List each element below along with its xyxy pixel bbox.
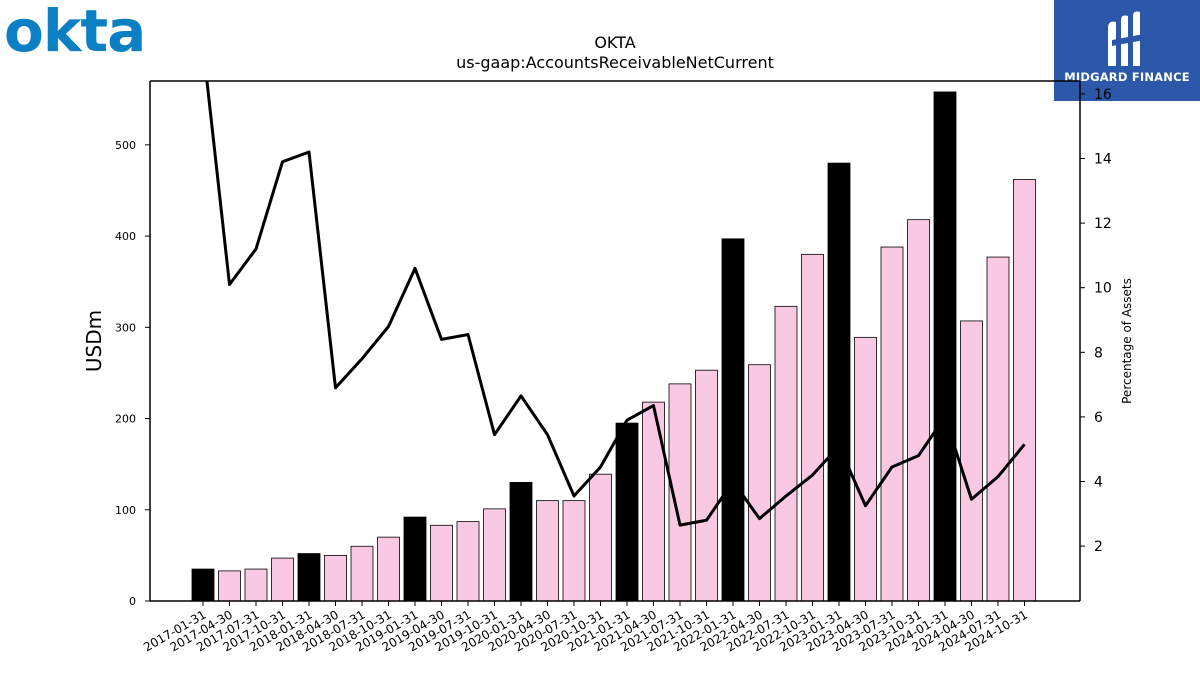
bar-2018-01-31 <box>297 553 321 602</box>
bar-2019-10-31 <box>483 508 506 602</box>
bar-2024-04-30 <box>960 320 983 602</box>
bar-2020-10-31 <box>589 473 612 602</box>
bar-2018-07-31 <box>350 545 374 602</box>
bar-2020-04-30 <box>536 500 559 602</box>
bar-2017-01-31 <box>191 568 215 602</box>
bar-2020-07-31 <box>562 500 586 602</box>
bar-2019-04-30 <box>430 524 453 602</box>
bar-2024-10-31 <box>1013 179 1036 602</box>
midgard-finance-logo: MIDGARD FINANCE <box>1054 0 1200 101</box>
chart-title: OKTA <box>594 33 635 52</box>
bar-2017-04-30 <box>218 570 241 602</box>
y2-tick-label: 4 <box>1094 474 1103 490</box>
okta-logo: okta <box>4 0 146 65</box>
y2-axis-label: Percentage of Assets <box>1120 278 1134 404</box>
bar-2022-10-31 <box>801 253 824 602</box>
bar-2023-07-31 <box>880 246 904 602</box>
y-tick-label: 300 <box>115 321 136 334</box>
bar-2020-01-31 <box>509 482 533 602</box>
bar-2021-04-30 <box>642 401 665 602</box>
y-tick-label: 100 <box>115 504 136 517</box>
line-percentage-of-assets <box>205 81 1026 527</box>
y2-tick-label: 10 <box>1094 281 1112 297</box>
y2-tick-label: 8 <box>1094 345 1103 361</box>
bar-2018-04-30 <box>324 554 347 602</box>
y-tick-label: 0 <box>129 595 136 608</box>
y2-tick-label: 16 <box>1094 87 1112 103</box>
bar-2024-01-31 <box>933 91 957 602</box>
y-tick-label: 200 <box>115 413 136 426</box>
bar-series <box>191 91 1036 602</box>
y2-tick-label: 6 <box>1094 410 1103 426</box>
y2-tick-label: 14 <box>1094 152 1112 168</box>
bar-2021-10-31 <box>695 369 718 602</box>
bar-2024-07-31 <box>986 256 1010 602</box>
y-tick-label: 500 <box>115 139 136 152</box>
y-axis-label: USDm <box>82 310 106 372</box>
chart-subtitle: us-gaap:AccountsReceivableNetCurrent <box>456 53 774 72</box>
bar-2019-01-31 <box>403 516 427 602</box>
line-series <box>205 81 1026 527</box>
bar-2023-01-31 <box>827 162 851 602</box>
bar-2021-01-31 <box>615 422 639 602</box>
bar-2022-04-30 <box>748 364 771 602</box>
y2-tick-label: 2 <box>1094 539 1103 555</box>
midgard-logo-mark-icon <box>1108 11 1144 67</box>
bar-2017-07-31 <box>244 568 268 602</box>
bar-2017-10-31 <box>271 557 294 602</box>
bar-2018-10-31 <box>377 536 400 602</box>
bar-2022-01-31 <box>721 238 745 602</box>
y2-tick-label: 12 <box>1094 216 1112 232</box>
bar-2022-07-31 <box>774 305 798 602</box>
bar-2023-10-31 <box>907 219 930 602</box>
midgard-finance-brand-text: MIDGARD FINANCE <box>1064 70 1190 84</box>
axes: 01002003004005002468101214162017-01-3120… <box>115 80 1112 654</box>
bar-2023-04-30 <box>854 336 877 602</box>
y-tick-label: 400 <box>115 230 136 243</box>
bar-2019-07-31 <box>456 521 480 602</box>
